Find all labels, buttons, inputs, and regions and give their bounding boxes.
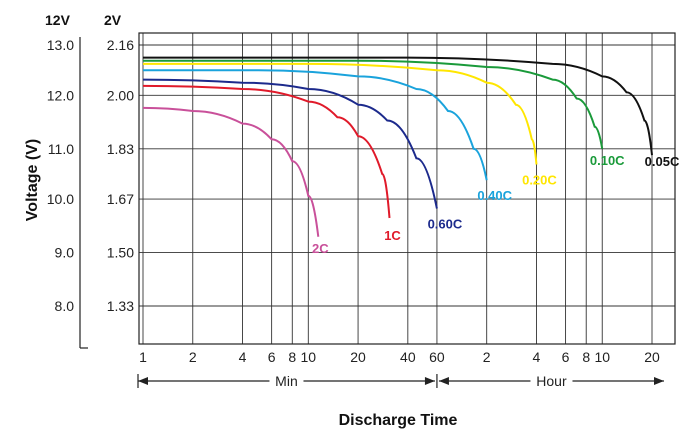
grid (139, 33, 675, 344)
y-tick-label-12v: 12.0 (47, 87, 74, 103)
y-tick-label-2v: 2.16 (107, 37, 134, 53)
x-tick-label: 8 (582, 349, 590, 365)
series-label-005c: 0.05C (645, 154, 680, 169)
curve-020c (143, 62, 538, 165)
y-tick-label-2v: 1.33 (107, 298, 134, 314)
time-segments: Min Hour (137, 373, 664, 389)
y-axis: 2.16 13.0 2.00 12.0 1.83 11.0 1.67 10.0 1.50 9.0 1… (47, 37, 134, 349)
x-axis-title: Discharge Time (339, 412, 458, 429)
series-label-020c: 0.20C (522, 172, 557, 187)
x-tick-label: 40 (400, 349, 416, 365)
curve-2c (142, 106, 320, 237)
x-axis: 1 2 4 6 8 10 20 40 60 2 4 6 8 10 20 (139, 349, 660, 365)
curve-005c (143, 56, 653, 156)
x-tick-label: 20 (644, 349, 660, 365)
y-tick-label-12v: 8.0 (55, 298, 75, 314)
y-tick-label-2v: 1.83 (107, 141, 134, 157)
y-tick-label-12v: 13.0 (47, 37, 74, 53)
x-tick-label: 6 (268, 349, 276, 365)
x-tick-label: 10 (301, 349, 317, 365)
x-tick-label: 4 (533, 349, 541, 365)
curve-010c (142, 59, 604, 149)
x-tick-label: 2 (483, 349, 491, 365)
series-label-060c: 0.60C (428, 217, 463, 232)
plot-border (138, 32, 676, 345)
y-tick-label-2v: 2.00 (107, 87, 134, 103)
y-axis-title: Voltage (V) (24, 139, 41, 221)
segment-arrowhead (654, 377, 664, 385)
x-tick-label: 6 (562, 349, 570, 365)
x-tick-label: 2 (189, 349, 197, 365)
x-tick-label: 1 (139, 349, 147, 365)
segment-label-hour: Hour (536, 373, 567, 389)
segment-label-min: Min (275, 373, 298, 389)
y-tick-label-2v: 1.67 (107, 191, 134, 207)
y-tick-label-12v: 11.0 (48, 141, 74, 157)
curve-1c (142, 84, 391, 219)
series-group: 2C 1C 0.60C 0.40C 0.20C 0.10C 0.05C (142, 56, 680, 256)
segment-arrowhead (424, 377, 435, 385)
curve-060c (142, 78, 438, 209)
series-label-2c: 2C (312, 241, 329, 256)
x-tick-label: 8 (288, 349, 296, 365)
segment-arrowhead (438, 377, 449, 385)
plot-frame (138, 32, 676, 345)
header-2v: 2V (104, 12, 122, 28)
header-12v: 12V (45, 12, 71, 28)
x-tick-label: 60 (429, 349, 445, 365)
y-tick-label-12v: 9.0 (55, 245, 75, 261)
series-label-040c: 0.40C (477, 188, 512, 203)
series-label-1c: 1C (384, 228, 401, 243)
curve-040c (143, 69, 488, 181)
segment-arrowhead (138, 377, 148, 385)
y-tick-label-2v: 1.50 (107, 245, 134, 261)
x-tick-label: 4 (239, 349, 247, 365)
y-tick-label-12v: 10.0 (47, 191, 74, 207)
x-tick-label: 10 (594, 349, 610, 365)
x-tick-label: 20 (350, 349, 366, 365)
series-label-010c: 0.10C (590, 153, 625, 168)
